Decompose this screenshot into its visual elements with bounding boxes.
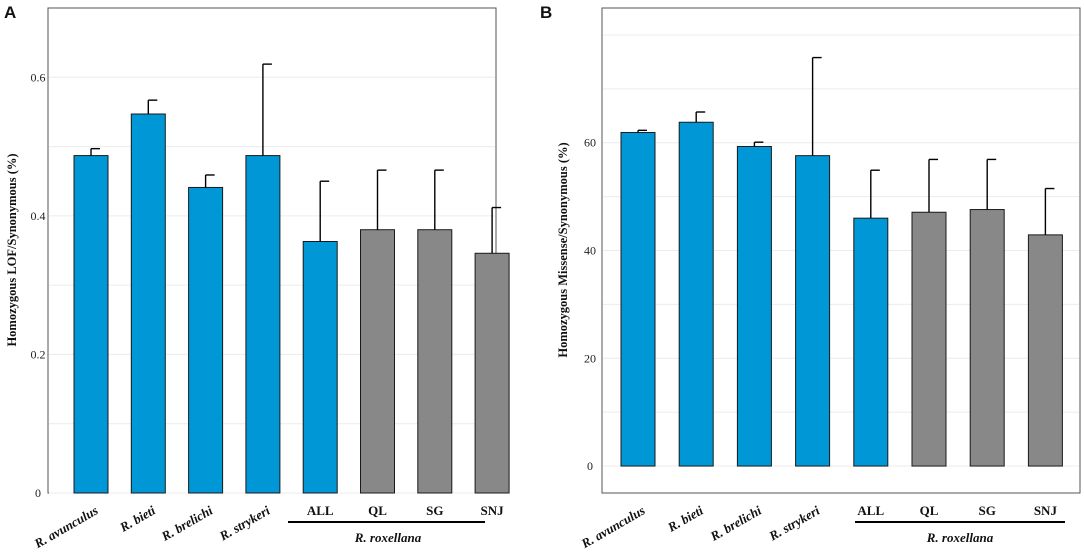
panel-b-bar: [795, 155, 831, 467]
panel-b-x-tick-label: QL: [920, 503, 939, 518]
panel-a-y-axis-title: Homozygous LOF/Synonymous (%): [5, 153, 19, 346]
panel-a-y-tick-label: 0.6: [31, 70, 46, 84]
panel-b-x-tick-label: SG: [979, 503, 996, 518]
panel-b-bar: [969, 209, 1005, 467]
panel-a-x-tick-label: QL: [368, 503, 387, 518]
panel-a: A 0 0.2 0.4 0.6 R. avunculus R. bieti R. brel…: [4, 3, 510, 552]
panel-a-group-label: R. roxellana: [354, 530, 422, 545]
panel-a-bar: [73, 155, 109, 494]
panel-a-bar: [360, 229, 395, 494]
panel-a-bar: [302, 240, 338, 494]
panel-b-y-ticks: 0 20 40 60: [584, 136, 596, 473]
panel-a-x-tick-label: SG: [426, 503, 443, 518]
panel-a-bar: [188, 186, 224, 494]
panel-a-y-tick-label: 0.2: [31, 347, 46, 361]
panel-b-bar: [1027, 234, 1063, 467]
panel-b-y-tick-label: 40: [584, 244, 596, 258]
panel-a-bar: [474, 252, 510, 494]
panel-b-x-tick-label: SNJ: [1034, 503, 1058, 518]
panel-a-x-tick-label: ALL: [307, 503, 334, 518]
panel-a-bar: [245, 155, 281, 494]
panel-a-x-tick-label: R. strykeri: [216, 502, 273, 543]
panel-b-x-tick-label: R. bieti: [664, 502, 706, 535]
panel-b-bars: [620, 121, 1063, 467]
panel-b-x-tick-label: R. strykeri: [766, 502, 823, 543]
panel-a-y-ticks: 0 0.2 0.4 0.6: [31, 70, 46, 500]
panel-b-bar: [678, 121, 714, 467]
panel-b-bar: [853, 217, 889, 467]
panel-b-x-tick-label: ALL: [857, 503, 884, 518]
panel-a-error-bars: [90, 63, 502, 254]
panel-a-x-tick-label: R. bieti: [116, 502, 158, 535]
panel-a-x-tick-label: R. brelichi: [158, 502, 215, 544]
panel-a-label: A: [4, 3, 16, 22]
panel-b: B 0 20 40 60 R. avunculus R. bieti R. brelich…: [540, 3, 1081, 552]
panel-a-bar: [130, 113, 166, 494]
panel-b-y-axis-title: Homozygous Missense/Synonymous (%): [556, 142, 570, 357]
panel-b-y-tick-label: 60: [584, 136, 596, 150]
panel-b-label: B: [540, 3, 552, 22]
panel-b-x-tick-label: R. avunculus: [578, 503, 648, 552]
panel-b-bar: [620, 131, 656, 467]
panel-b-error-bars: [637, 56, 1055, 235]
panel-b-group-label: R. roxellana: [926, 530, 994, 545]
panel-b-y-tick-label: 20: [584, 351, 596, 365]
panel-a-x-ticks: R. avunculus R. bieti R. brelichi R. stryke…: [31, 502, 504, 551]
panel-a-y-tick-label: 0.4: [31, 209, 46, 223]
panel-a-bar: [417, 229, 453, 494]
panel-a-x-tick-label: SNJ: [481, 503, 505, 518]
panel-a-x-tick-label: R. avunculus: [31, 503, 101, 552]
panel-b-bar: [736, 145, 772, 467]
panel-b-y-tick-label: 0: [587, 459, 593, 473]
panel-b-bar: [911, 211, 947, 467]
panel-a-y-tick-label: 0: [35, 486, 41, 500]
panel-b-x-tick-label: R. brelichi: [707, 502, 764, 544]
panel-a-bars: [73, 113, 510, 494]
